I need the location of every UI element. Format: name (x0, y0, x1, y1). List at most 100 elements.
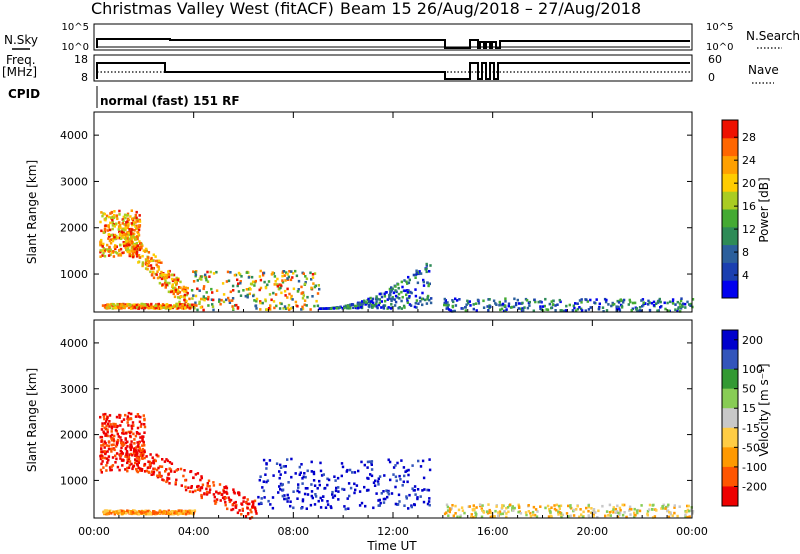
scatter-cell (454, 297, 457, 301)
scatter-cell (265, 480, 268, 484)
scatter-cell (147, 261, 150, 264)
scatter-cell (501, 504, 504, 507)
scatter-cell (377, 504, 380, 507)
scatter-cell (281, 274, 284, 278)
scatter-cell (127, 457, 131, 461)
scatter-cell (194, 489, 197, 493)
scatter-cell (287, 496, 290, 500)
scatter-cell (612, 508, 615, 511)
scatter-cell (175, 478, 178, 482)
scatter-cell (289, 500, 292, 503)
scatter-cell (686, 300, 689, 304)
scatter-cell (671, 300, 675, 304)
scatter-cell (138, 220, 142, 223)
scatter-cell (177, 512, 180, 515)
scatter-cell (276, 277, 279, 281)
velocity-colorbar-tick: 50 (742, 383, 756, 396)
scatter-cell (652, 304, 656, 307)
scatter-cell (133, 236, 136, 239)
scatter-cell (119, 232, 122, 235)
scatter-cell (371, 303, 374, 307)
scatter-cell (414, 276, 417, 279)
scatter-cell (224, 496, 227, 500)
scatter-cell (104, 304, 107, 307)
scatter-cell (254, 304, 258, 307)
scatter-cell (271, 506, 275, 510)
scatter-cell (601, 504, 604, 508)
scatter-cell (408, 493, 411, 497)
scatter-cell (370, 463, 373, 466)
scatter-cell (573, 508, 576, 512)
scatter-cell (494, 302, 497, 305)
scatter-cell (193, 306, 196, 310)
scatter-cell (657, 309, 660, 312)
scatter-cell (252, 501, 255, 505)
scatter-cell (241, 509, 244, 512)
scatter-cell (345, 470, 348, 473)
scatter-cell (150, 304, 153, 307)
scatter-cell (246, 502, 249, 506)
scatter-cell (396, 296, 399, 299)
scatter-cell (106, 243, 109, 247)
scatter-cell (145, 306, 148, 309)
scatter-cell (588, 515, 591, 519)
scatter-cell (426, 294, 430, 298)
scatter-cell (310, 278, 313, 281)
scatter-cell (532, 309, 535, 313)
scatter-cell (282, 270, 286, 273)
scatter-cell (278, 485, 281, 488)
scatter-cell (503, 305, 506, 308)
scatter-cell (200, 493, 203, 497)
scatter-cell (326, 483, 329, 487)
scatter-cell (126, 445, 129, 448)
scatter-cell (522, 308, 525, 312)
scatter-cell (487, 309, 490, 312)
scatter-cell (390, 299, 393, 303)
scatter-cell (171, 512, 174, 516)
scatter-cell (618, 511, 622, 515)
scatter-cell (135, 235, 139, 238)
scatter-cell (248, 502, 251, 506)
scatter-cell (294, 269, 297, 273)
scatter-cell (313, 272, 317, 275)
scatter-cell (194, 274, 197, 278)
scatter-cell (141, 447, 145, 451)
scatter-cell (111, 237, 114, 241)
scatter-cell (678, 505, 681, 508)
scatter-cell (126, 421, 129, 424)
scatter-cell (126, 250, 130, 254)
scatter-cell (415, 269, 418, 273)
scatter-cell (190, 486, 193, 489)
scatter-cell (291, 298, 294, 301)
scatter-cell (106, 306, 109, 310)
scatter-cell (158, 472, 161, 476)
scatter-cell (201, 483, 205, 487)
scatter-cell (512, 305, 516, 309)
scatter-cell (426, 297, 429, 301)
scatter-cell (118, 213, 121, 216)
scatter-cell (361, 300, 364, 303)
scatter-cell (316, 487, 319, 490)
scatter-cell (239, 281, 242, 285)
scatter-cell (136, 230, 139, 234)
scatter-cell (497, 514, 500, 517)
scatter-cell (313, 285, 317, 289)
scatter-cell (319, 461, 322, 465)
scatter-cell (537, 300, 540, 304)
scatter-cell (146, 264, 149, 267)
scatter-cell (127, 218, 130, 222)
scatter-cell (102, 430, 105, 434)
scatter-cell (630, 309, 633, 312)
scatter-cell (122, 219, 125, 223)
scatter-cell (677, 307, 680, 311)
scatter-cell (290, 294, 293, 298)
scatter-cell (648, 503, 652, 507)
scatter-cell (269, 304, 272, 307)
scatter-cell (616, 504, 619, 508)
scatter-cell (194, 473, 197, 476)
scatter-cell (425, 302, 429, 305)
scatter-cell (417, 459, 420, 463)
scatter-cell (128, 243, 131, 247)
scatter-cell (124, 468, 127, 471)
scatter-cell (132, 217, 135, 220)
